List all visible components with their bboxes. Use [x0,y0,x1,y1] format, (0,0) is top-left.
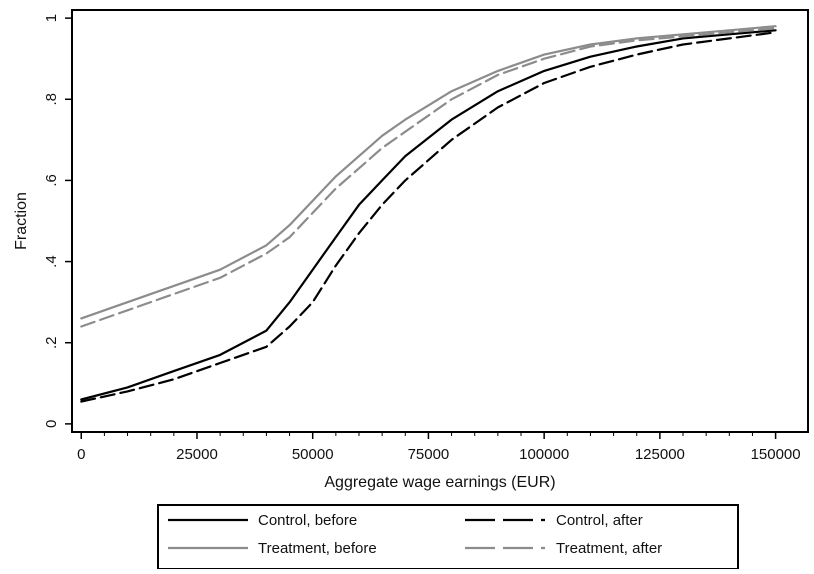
legend-items: Control, before Control, after Treatment, … [168,512,662,557]
y-axis-title: Fraction [13,192,30,250]
series-line-2 [80,31,777,403]
y-tick-label: .6 [43,174,60,187]
x-tick-label: 25000 [176,446,218,463]
legend-label-3: Treatment, before [258,540,377,557]
series-line-4 [80,27,777,328]
legend-label-4: Treatment, after [556,540,662,557]
y-axis: 0 .2 .4 .6 .8 1 [43,14,72,428]
series-layer [80,25,777,403]
y-tick-label: .4 [43,255,60,268]
y-tick-label: .8 [43,93,60,106]
x-tick-label: 75000 [408,446,450,463]
legend: Control, before Control, after Treatment, … [157,504,739,570]
x-tick-label: 50000 [292,446,334,463]
y-tick-label: 0 [43,420,60,428]
x-tick-label: 0 [77,446,85,463]
y-tick-label: .2 [43,336,60,349]
legend-box [157,504,739,570]
series-line-1 [80,29,777,401]
plot-frame [71,9,809,433]
y-tick-label: 1 [43,14,60,22]
series-line-3 [80,25,777,320]
legend-label-1: Control, before [258,512,357,529]
x-tick-label: 125000 [635,446,685,463]
x-axis: 0 25000 50000 75000 100000 125000 150000 [77,432,801,463]
x-axis-title: Aggregate wage earnings (EUR) [324,474,555,491]
legend-label-2: Control, after [556,512,643,529]
x-tick-label: 100000 [519,446,569,463]
x-tick-label: 150000 [751,446,801,463]
